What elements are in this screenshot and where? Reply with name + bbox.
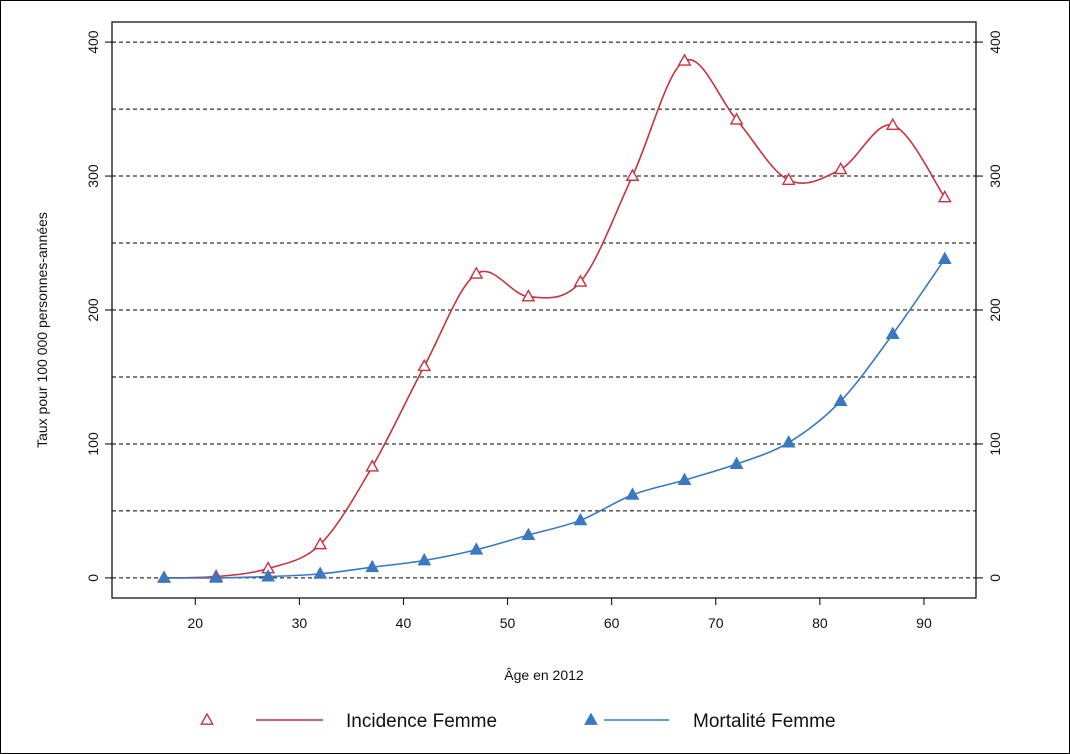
data-point (677, 53, 692, 66)
y-tick-label-right: 400 (987, 30, 1003, 54)
y-axis-left: 0 100 200 300 400 (85, 30, 112, 582)
data-point (625, 487, 640, 500)
y-tick-label-right: 300 (987, 164, 1003, 188)
y-tick-label-left: 200 (85, 298, 101, 322)
data-point (417, 358, 432, 372)
data-point (937, 190, 952, 203)
data-point (781, 172, 796, 185)
series-mortalite (157, 251, 952, 583)
data-point (313, 566, 328, 579)
series-group (157, 53, 952, 583)
series-line (164, 58, 946, 579)
data-point (261, 569, 276, 582)
data-point (729, 112, 744, 125)
y-tick-label-right: 200 (987, 298, 1003, 322)
gridlines (112, 41, 976, 579)
x-tick-label: 80 (812, 615, 828, 631)
data-point (365, 559, 380, 573)
x-axis-title: Âge en 2012 (504, 667, 584, 683)
data-point (833, 161, 848, 175)
data-point (521, 527, 536, 540)
data-point (937, 251, 952, 264)
data-point (833, 393, 848, 406)
data-point (469, 542, 484, 555)
y-tick-label-left: 100 (85, 432, 101, 456)
legend-marker (200, 712, 214, 725)
y-tick-label-right: 0 (987, 574, 1003, 582)
data-point (885, 326, 900, 340)
data-point (365, 459, 380, 472)
data-point (209, 570, 223, 583)
data-point (729, 456, 744, 469)
data-point (573, 512, 588, 526)
y-tick-label-left: 300 (85, 164, 101, 188)
x-tick-label: 30 (292, 615, 308, 631)
y-tick-label-right: 100 (987, 432, 1003, 456)
legend: Incidence Femme Mortalité Femme (200, 711, 836, 732)
x-tick-label: 60 (604, 615, 620, 631)
legend-marker (584, 712, 598, 725)
x-tick-label: 70 (708, 615, 724, 631)
y-tick-label-left: 400 (85, 30, 101, 54)
data-point (885, 117, 900, 131)
series-incidence (157, 53, 952, 583)
data-point (677, 472, 692, 486)
x-tick-label: 40 (396, 615, 412, 631)
y-axis-title: Taux pour 100 000 personnes-années (34, 212, 50, 448)
data-point (521, 289, 536, 302)
x-tick-label: 90 (916, 615, 932, 631)
data-point (313, 536, 328, 550)
x-tick-label: 50 (500, 615, 516, 631)
data-point (469, 266, 484, 279)
data-point (573, 274, 588, 287)
x-tick-label: 20 (187, 615, 203, 631)
y-axis-right: 0 100 200 300 400 (976, 30, 1003, 582)
data-point (157, 570, 171, 583)
legend-label: Incidence Femme (346, 711, 497, 732)
data-point (417, 553, 432, 566)
legend-label: Mortalité Femme (693, 711, 836, 732)
series-line (164, 258, 946, 579)
data-point (625, 168, 640, 181)
x-axis: 20 30 40 50 60 70 80 90 (187, 598, 932, 631)
y-tick-label-left: 0 (85, 574, 101, 582)
data-point (781, 435, 796, 448)
